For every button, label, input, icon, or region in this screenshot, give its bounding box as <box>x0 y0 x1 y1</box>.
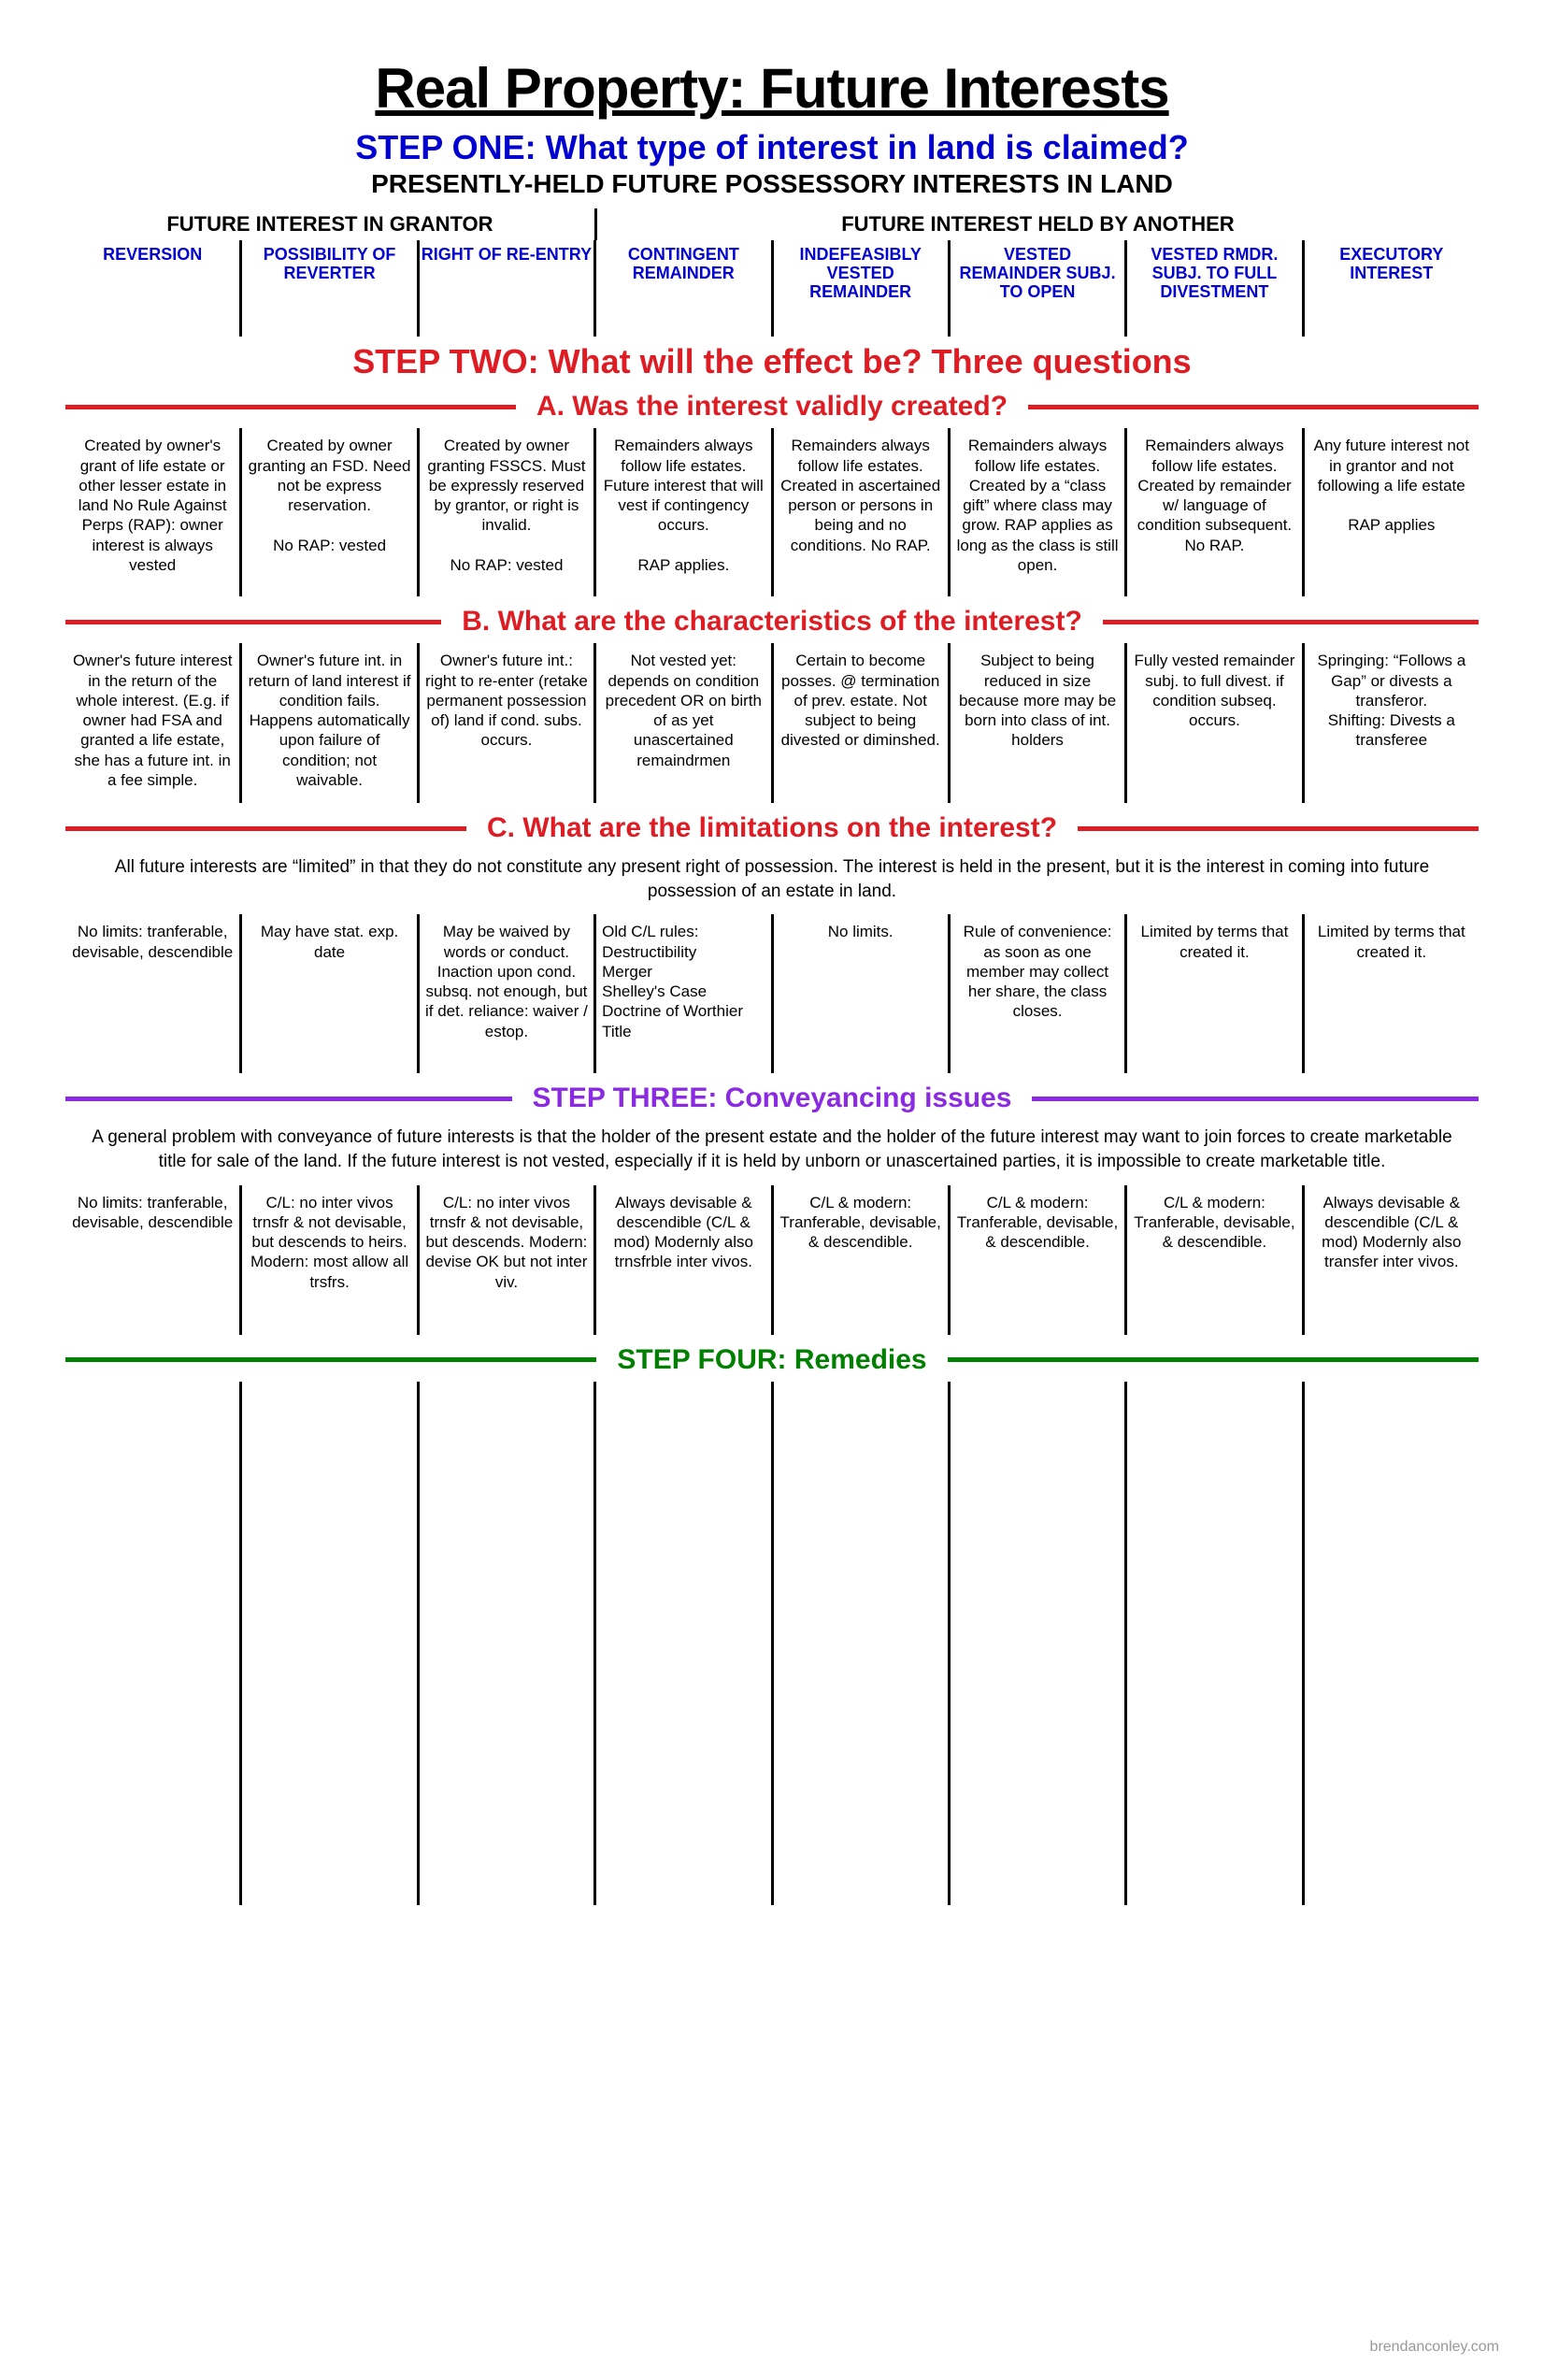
row-a: Created by owner's grant of life estate … <box>65 428 1479 596</box>
cell-b-0: Owner's future interest in the return of… <box>65 643 239 803</box>
col-head-divestment: VESTED RMDR. SUBJ. TO FULL DIVESTMENT <box>1124 240 1301 337</box>
cell-c-0: No limits: tranferable, devisable, desce… <box>65 914 239 1073</box>
group-header-grantor: FUTURE INTEREST IN GRANTOR <box>65 208 594 240</box>
cell-a-1: Created by owner granting an FSD. Need n… <box>239 428 416 596</box>
rule-line-left <box>65 405 516 409</box>
cell-e-5 <box>948 1382 1124 1905</box>
page-title: Real Property: Future Interests <box>65 56 1479 121</box>
step3-rule: STEP THREE: Conveyancing issues <box>65 1082 1479 1114</box>
footer-attribution: brendanconley.com <box>1370 2339 1499 2356</box>
cell-b-6: Fully vested remainder subj. to full div… <box>1124 643 1301 803</box>
cell-d-2: C/L: no inter vivos trnsfr & not devisab… <box>417 1185 593 1335</box>
cell-b-7: Springing: “Follows a Gap” or divests a … <box>1302 643 1479 803</box>
section-c-intro: All future interests are “limited” in th… <box>65 850 1479 914</box>
cell-a-0: Created by owner's grant of life estate … <box>65 428 239 596</box>
cell-c-1: May have stat. exp. date <box>239 914 416 1073</box>
cell-c-3: Old C/L rules:DestructibilityMergerShell… <box>593 914 770 1073</box>
col-head-executory: EXECUTORY INTEREST <box>1302 240 1479 337</box>
rule-line-right <box>1078 826 1479 831</box>
cell-c-7: Limited by terms that created it. <box>1302 914 1479 1073</box>
section-a-rule: A. Was the interest validly created? <box>65 391 1479 423</box>
cell-a-3: Remainders always follow life estates. F… <box>593 428 770 596</box>
group-header-another: FUTURE INTEREST HELD BY ANOTHER <box>594 208 1479 240</box>
row-remedies-empty <box>65 1382 1479 1905</box>
cell-b-2: Owner's future int.: right to re-enter (… <box>417 643 593 803</box>
cell-d-4: C/L & modern: Tranferable, devisable, & … <box>771 1185 948 1335</box>
rule-line-right <box>1032 1097 1479 1101</box>
step1-subheading: PRESENTLY-HELD FUTURE POSSESSORY INTERES… <box>65 169 1479 199</box>
step4-heading: STEP FOUR: Remedies <box>596 1344 947 1376</box>
rule-line-right <box>948 1357 1479 1362</box>
col-head-reversion: REVERSION <box>65 240 239 337</box>
section-a-label: A. Was the interest validly created? <box>516 391 1028 423</box>
col-head-contingent: CONTINGENT REMAINDER <box>593 240 770 337</box>
section-c-label: C. What are the limitations on the inter… <box>466 812 1078 844</box>
cell-a-5: Remainders always follow life estates. C… <box>948 428 1124 596</box>
rule-line-left <box>65 620 441 624</box>
cell-d-0: No limits: tranferable, devisable, desce… <box>65 1185 239 1335</box>
step4-rule: STEP FOUR: Remedies <box>65 1344 1479 1376</box>
cell-a-2: Created by owner granting FSSCS. Must be… <box>417 428 593 596</box>
cell-c-4: No limits. <box>771 914 948 1073</box>
rule-line-left <box>65 1097 512 1101</box>
cell-b-4: Certain to become posses. @ termination … <box>771 643 948 803</box>
col-head-reentry: RIGHT OF RE-ENTRY <box>417 240 593 337</box>
col-head-open: VESTED REMAINDER SUBJ. TO OPEN <box>948 240 1124 337</box>
cell-c-6: Limited by terms that created it. <box>1124 914 1301 1073</box>
cell-e-4 <box>771 1382 948 1905</box>
row-d: No limits: tranferable, devisable, desce… <box>65 1185 1479 1335</box>
step3-intro: A general problem with conveyance of fut… <box>65 1120 1479 1184</box>
cell-e-0 <box>65 1382 239 1905</box>
step2-heading: STEP TWO: What will the effect be? Three… <box>65 342 1479 381</box>
cell-b-1: Owner's future int. in return of land in… <box>239 643 416 803</box>
cell-e-3 <box>593 1382 770 1905</box>
cell-b-5: Subject to being reduced in size because… <box>948 643 1124 803</box>
cell-d-3: Always devisable & descendible (C/L & mo… <box>593 1185 770 1335</box>
page: Real Property: Future Interests STEP ONE… <box>0 0 1544 2380</box>
cell-d-6: C/L & modern: Tranferable, devisable, & … <box>1124 1185 1301 1335</box>
section-b-label: B. What are the characteristics of the i… <box>441 606 1103 638</box>
section-b-rule: B. What are the characteristics of the i… <box>65 606 1479 638</box>
cell-e-2 <box>417 1382 593 1905</box>
cell-c-2: May be waived by words or conduct. Inact… <box>417 914 593 1073</box>
cell-d-7: Always devisable & descendible (C/L & mo… <box>1302 1185 1479 1335</box>
cell-d-1: C/L: no inter vivos trnsfr & not devisab… <box>239 1185 416 1335</box>
cell-b-3: Not vested yet: depends on condition pre… <box>593 643 770 803</box>
rule-line-right <box>1028 405 1479 409</box>
cell-a-4: Remainders always follow life estates. C… <box>771 428 948 596</box>
step1-heading: STEP ONE: What type of interest in land … <box>65 128 1479 167</box>
col-head-reverter: POSSIBILITY OF REVERTER <box>239 240 416 337</box>
cell-e-7 <box>1302 1382 1479 1905</box>
cell-e-6 <box>1124 1382 1301 1905</box>
row-b: Owner's future interest in the return of… <box>65 643 1479 803</box>
cell-a-6: Remainders always follow life estates. C… <box>1124 428 1301 596</box>
section-c-rule: C. What are the limitations on the inter… <box>65 812 1479 844</box>
rule-line-left <box>65 1357 596 1362</box>
step3-heading: STEP THREE: Conveyancing issues <box>512 1082 1033 1114</box>
rule-line-right <box>1103 620 1479 624</box>
column-header-row: REVERSION POSSIBILITY OF REVERTER RIGHT … <box>65 240 1479 337</box>
row-c: No limits: tranferable, devisable, desce… <box>65 914 1479 1073</box>
cell-c-5: Rule of convenience: as soon as one memb… <box>948 914 1124 1073</box>
cell-a-7: Any future interest not in grantor and n… <box>1302 428 1479 596</box>
cell-d-5: C/L & modern: Tranferable, devisable, & … <box>948 1185 1124 1335</box>
rule-line-left <box>65 826 466 831</box>
group-headers: FUTURE INTEREST IN GRANTOR FUTURE INTERE… <box>65 208 1479 240</box>
col-head-indefeasible: INDEFEASIBLY VESTED REMAINDER <box>771 240 948 337</box>
cell-e-1 <box>239 1382 416 1905</box>
